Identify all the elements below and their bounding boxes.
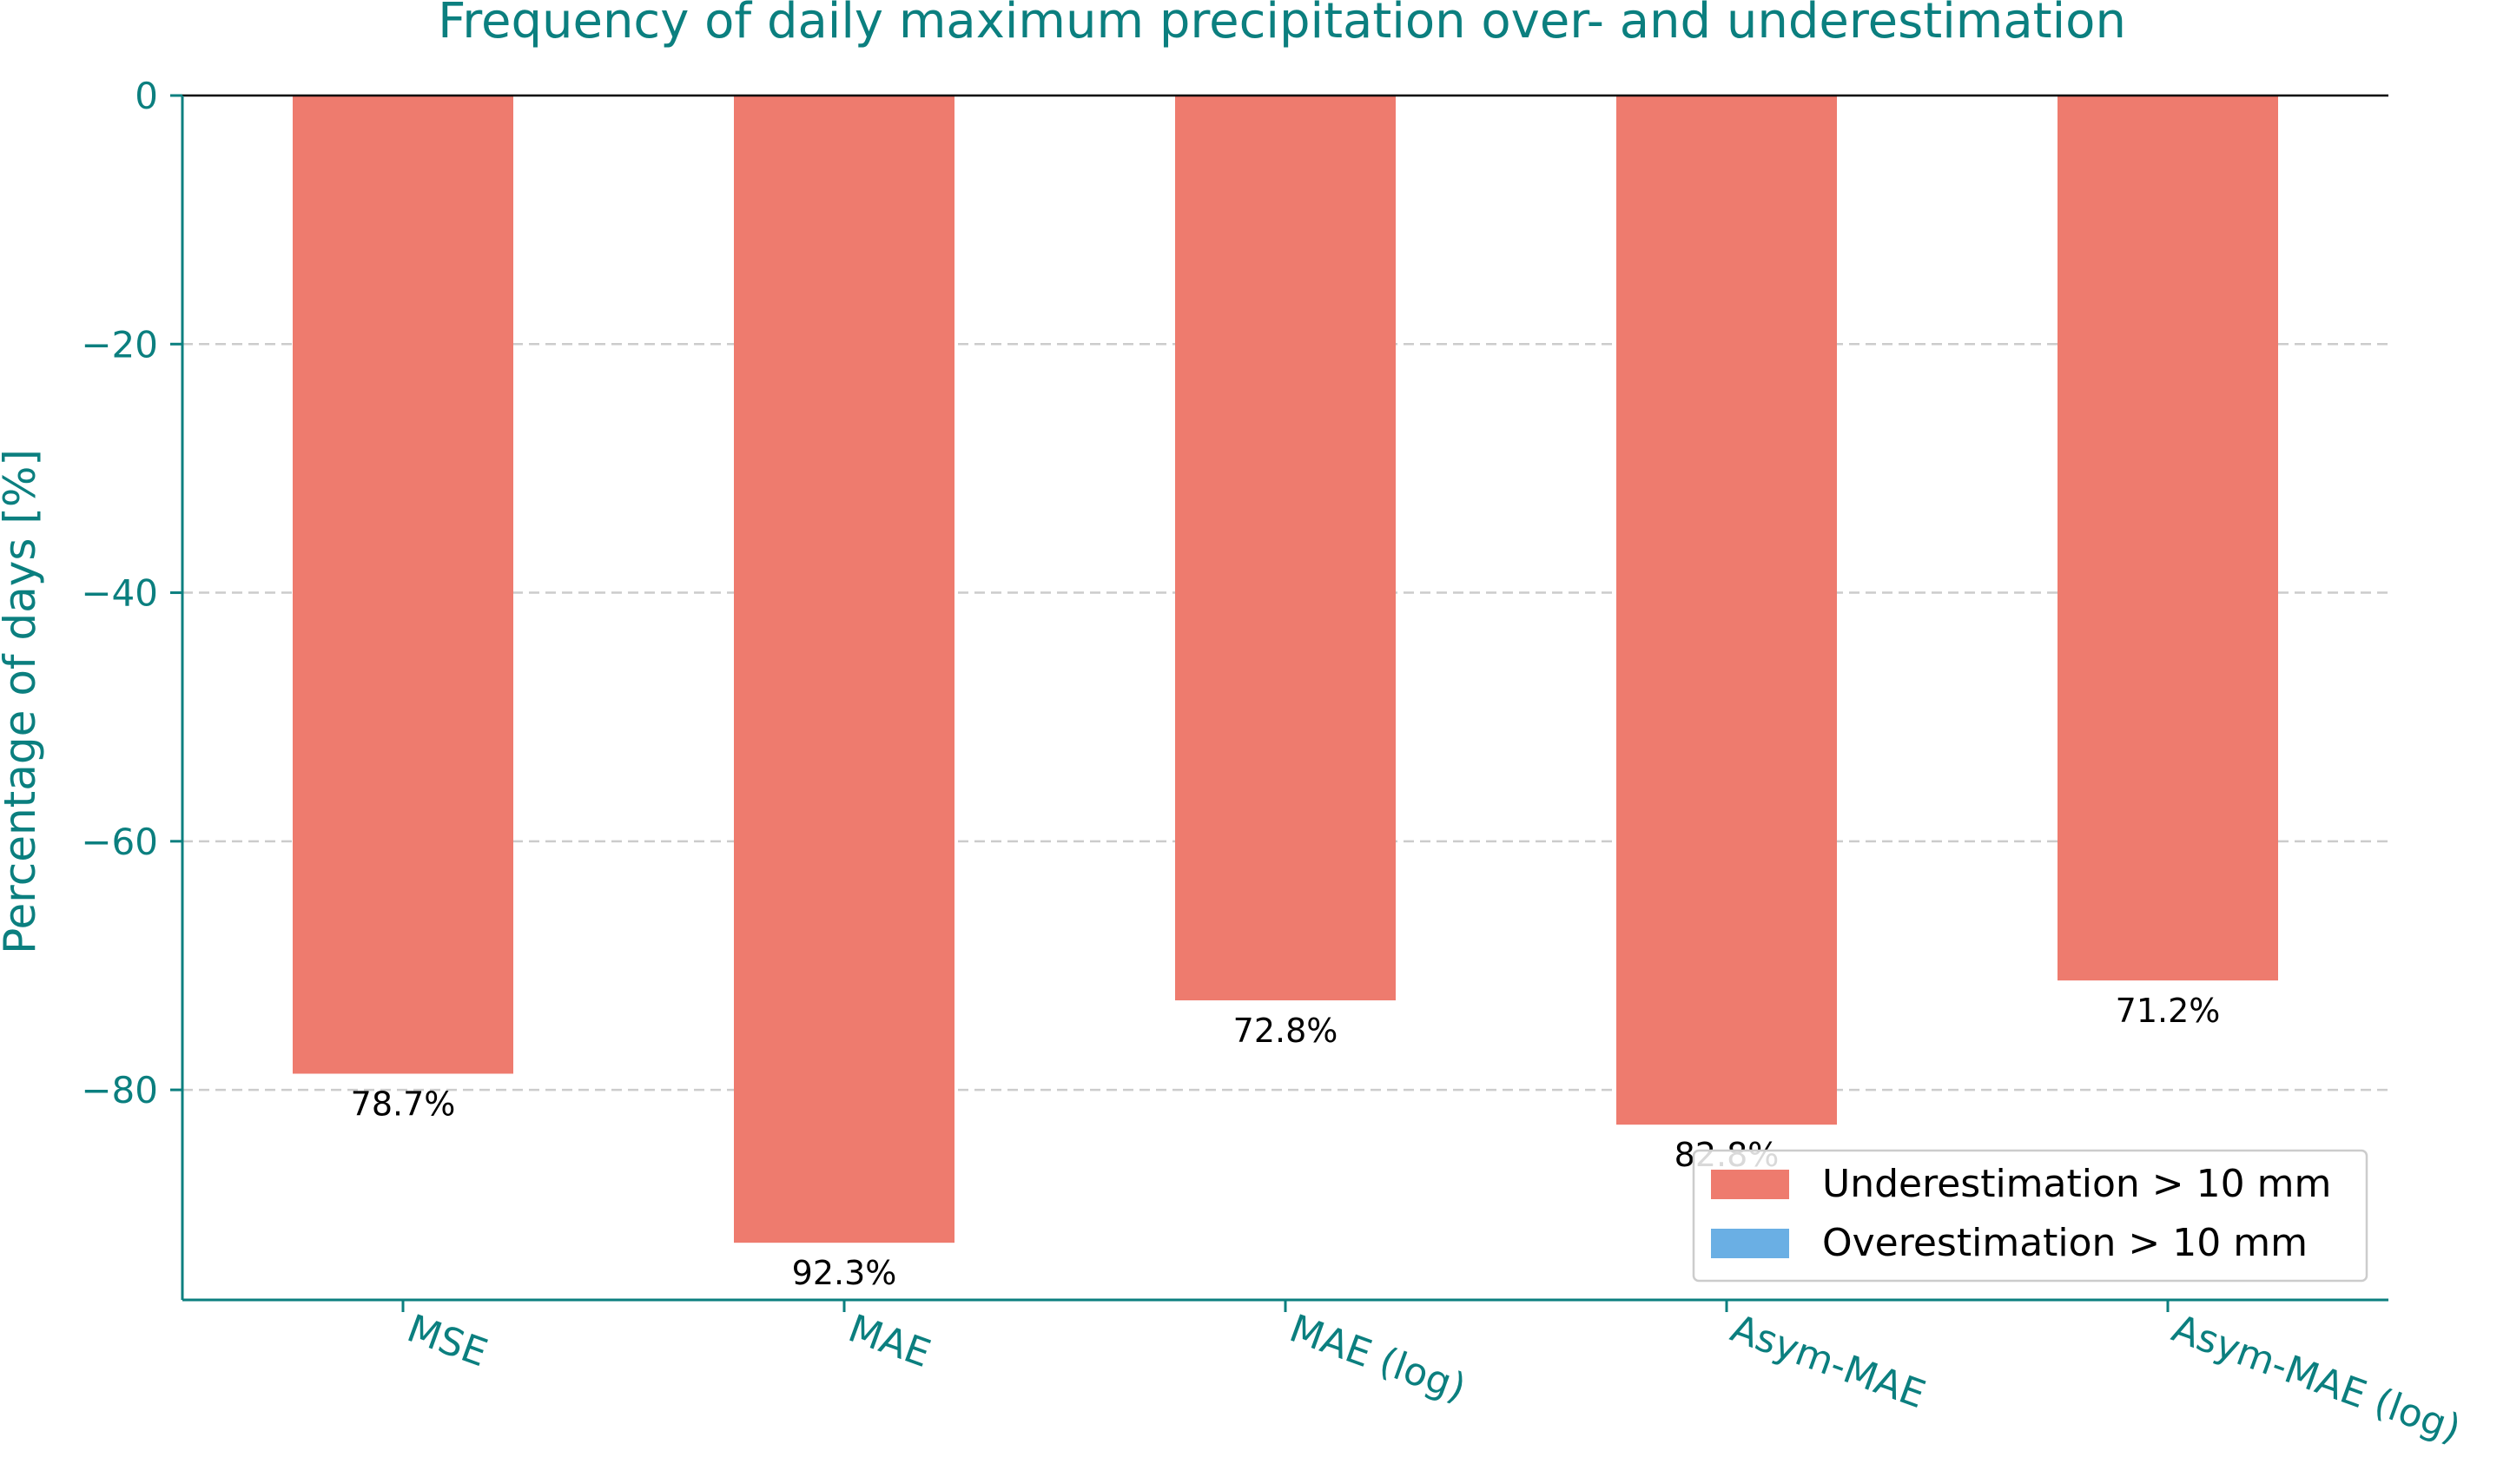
y-tick-label: −60	[81, 821, 158, 863]
legend-box	[1692, 1149, 2368, 1283]
bar-asym-mae-log	[2058, 96, 2278, 981]
legend-swatch	[1711, 1170, 1789, 1199]
y-tick-label: −20	[81, 323, 158, 366]
x-tick-label: Asym-MAE	[1725, 1306, 1931, 1417]
x-tick-label: MSE	[401, 1306, 492, 1375]
data-label: 71.2%	[2116, 992, 2221, 1030]
data-label: 92.3%	[792, 1254, 897, 1292]
bar-mae-log	[1175, 96, 1396, 1001]
bar-mae	[734, 96, 954, 1243]
data-label: 78.7%	[351, 1085, 456, 1123]
data-label: 72.8%	[1233, 1012, 1338, 1050]
bar-asym-mae	[1616, 96, 1837, 1125]
y-tick-label: 0	[135, 75, 158, 117]
bar-mse	[293, 96, 513, 1074]
y-tick-label: −80	[81, 1069, 158, 1111]
x-tick-label: MAE (log)	[1284, 1306, 1471, 1410]
legend: Underestimation > 10 mm Overestimation > …	[1692, 1149, 2368, 1283]
legend-label: Underestimation > 10 mm	[1822, 1162, 2331, 1206]
bars-layer	[293, 96, 2278, 1243]
y-tick-label: −40	[81, 572, 158, 615]
axes-layer	[170, 94, 2388, 1312]
x-tick-label: MAE	[842, 1306, 936, 1376]
legend-swatch	[1711, 1229, 1789, 1258]
legend-label: Overestimation > 10 mm	[1822, 1221, 2308, 1265]
chart-title: Frequency of daily maximum precipitation…	[438, 0, 2126, 49]
grid-layer	[182, 343, 2388, 1092]
x-tick-label: Asym-MAE (log)	[2166, 1306, 2466, 1451]
y-axis-label: Percentage of days [%]	[0, 449, 45, 954]
